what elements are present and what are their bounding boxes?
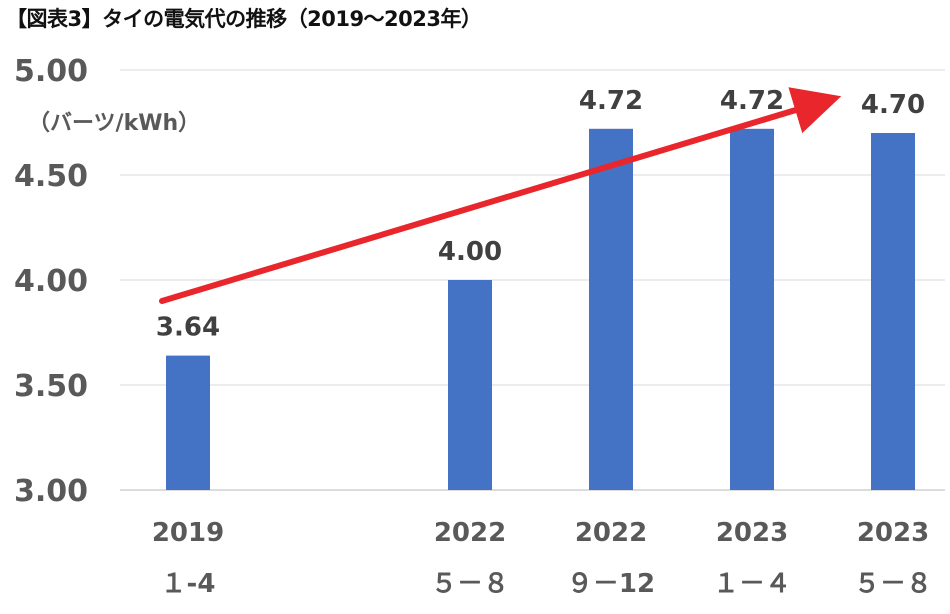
y-axis-unit-label: （バーツ/kWh） bbox=[28, 111, 200, 136]
y-tick-label: 4.00 bbox=[14, 264, 88, 299]
bar bbox=[730, 128, 774, 491]
data-label: 4.72 bbox=[579, 86, 643, 116]
x-tick-months: １－４ bbox=[713, 569, 791, 599]
data-label: 3.64 bbox=[156, 313, 220, 343]
trend-arrow bbox=[159, 87, 842, 304]
x-tick-months: ５－８ bbox=[854, 569, 932, 599]
y-tick-label: 3.50 bbox=[14, 369, 88, 404]
data-label: 4.70 bbox=[861, 90, 925, 120]
x-tick-year: 2023 bbox=[857, 518, 929, 548]
x-tick-year: 2019 bbox=[152, 518, 224, 548]
x-tick-months: １-4 bbox=[161, 569, 216, 599]
x-tick-year: 2023 bbox=[716, 518, 788, 548]
y-tick-label: 3.00 bbox=[14, 474, 88, 509]
bar bbox=[448, 280, 492, 490]
bar bbox=[166, 355, 210, 490]
chart-title: 【図表3】タイの電気代の推移（2019～2023年） bbox=[6, 7, 482, 31]
y-tick-label: 4.50 bbox=[14, 159, 88, 194]
x-tick-months: ９－12 bbox=[567, 569, 655, 599]
x-tick-year: 2022 bbox=[434, 518, 506, 548]
data-label: 4.72 bbox=[720, 86, 784, 116]
x-tick-year: 2022 bbox=[575, 518, 647, 548]
x-tick-months: ５－８ bbox=[431, 569, 509, 599]
data-label: 4.00 bbox=[438, 237, 502, 267]
bar bbox=[871, 133, 915, 490]
bar bbox=[589, 128, 633, 491]
y-tick-label: 5.00 bbox=[14, 54, 88, 89]
